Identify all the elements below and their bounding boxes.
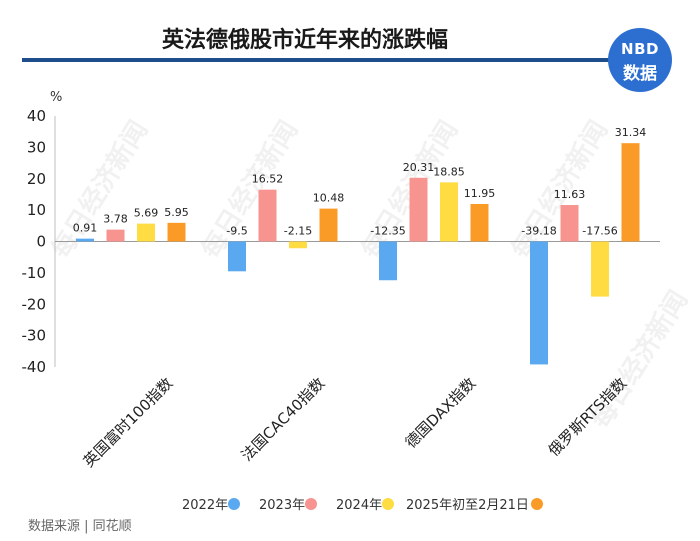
data-label: -39.18 [521, 225, 556, 238]
legend-label: 2022年 [182, 498, 228, 513]
y-tick-label: 40 [27, 107, 46, 125]
logo-text-data: 数据 [623, 64, 657, 84]
bar [379, 241, 397, 281]
bar [137, 223, 155, 242]
bar [470, 204, 489, 242]
legend-marker [228, 498, 240, 510]
legend-marker [382, 498, 394, 510]
legend-label: 2023年 [259, 498, 305, 513]
y-axis-unit-label: % [50, 90, 62, 105]
data-label: 11.95 [464, 187, 496, 200]
data-label: -17.56 [582, 225, 617, 238]
bar [167, 222, 186, 242]
bar [560, 205, 579, 242]
bar [591, 241, 609, 297]
data-label: 18.85 [433, 165, 465, 178]
bar [106, 229, 125, 242]
data-label: 16.52 [252, 173, 284, 186]
y-tick-label: -20 [22, 295, 47, 313]
legend-label: 2025年初至2月21日 [406, 498, 529, 513]
x-category-label: 俄罗斯RTS指数 [545, 374, 631, 460]
data-label: 0.91 [73, 222, 98, 235]
y-tick-label: 30 [27, 138, 46, 156]
bar [621, 143, 640, 242]
chart-title: 英法德俄股市近年来的涨跌幅 [161, 28, 448, 53]
data-label: 20.31 [403, 161, 435, 174]
legend-marker [305, 498, 317, 510]
data-label: 10.48 [313, 192, 345, 205]
legend-label: 2024年 [336, 498, 382, 513]
data-label: 31.34 [615, 126, 647, 139]
x-category-label: 英国富时100指数 [80, 374, 177, 471]
bar [258, 189, 277, 242]
data-label: 11.63 [554, 188, 586, 201]
y-tick-label: 0 [36, 233, 46, 251]
bar [228, 241, 246, 272]
data-source: 数据来源 | 同花顺 [28, 519, 132, 534]
title-underline [22, 58, 612, 62]
x-category-label: 德国DAX指数 [402, 374, 480, 452]
bar [289, 241, 307, 249]
data-label: 3.78 [103, 213, 128, 226]
logo-text-nbd: NBD [621, 40, 659, 58]
data-label: -2.15 [284, 225, 312, 238]
data-label: 5.95 [164, 206, 189, 219]
y-tick-label: 20 [27, 170, 46, 188]
data-label: 5.69 [134, 207, 159, 220]
bar [319, 208, 338, 242]
data-label: -12.35 [370, 225, 405, 238]
x-category-label: 法国CAC40指数 [238, 374, 329, 465]
y-tick-label: -10 [22, 264, 47, 282]
y-tick-label: -40 [22, 358, 47, 376]
nbd-logo: NBD 数据 [608, 28, 672, 92]
bar [76, 238, 94, 242]
bar [530, 241, 548, 365]
legend-marker [531, 498, 543, 510]
bar [440, 182, 458, 242]
y-tick-label: -30 [22, 327, 47, 345]
y-tick-label: 10 [27, 201, 46, 219]
data-label: -9.5 [226, 225, 247, 238]
bar [409, 177, 428, 242]
